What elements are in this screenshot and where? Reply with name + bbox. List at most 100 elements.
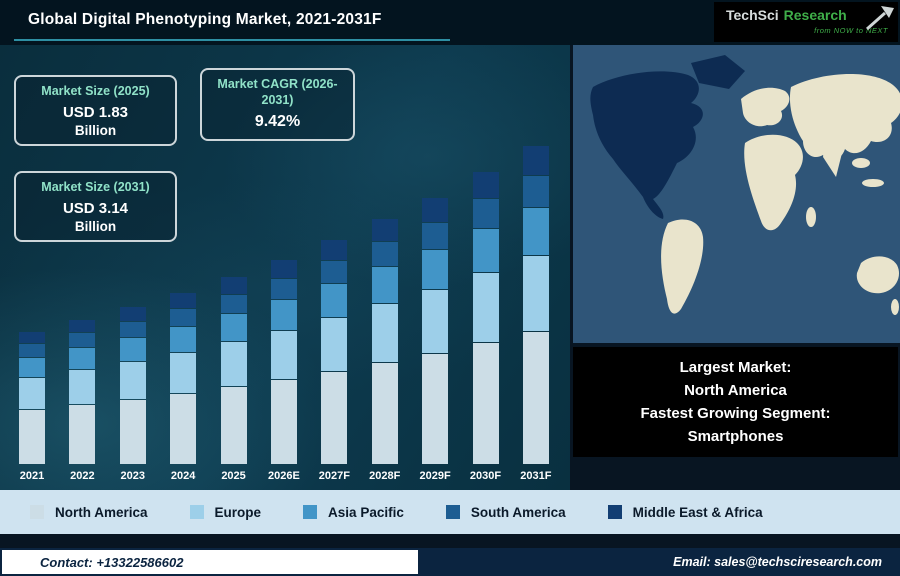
bar-segment — [270, 300, 297, 330]
bar-column: 2024 — [159, 293, 207, 482]
bar-segment — [170, 293, 197, 308]
bar-segment — [119, 307, 146, 321]
bar-segment — [220, 387, 247, 464]
info-box-market-size-2031: Market Size (2031) USD 3.14 Billion — [14, 171, 177, 242]
bar-column: 2021 — [8, 332, 56, 482]
bar-column: 2025 — [210, 277, 258, 482]
legend-swatch — [303, 505, 318, 519]
bar-segment — [371, 363, 398, 464]
bar-segment — [220, 277, 247, 294]
region-india — [823, 145, 843, 177]
x-axis-label: 2030F — [469, 470, 502, 482]
info-box-title: Market CAGR (2026-2031) — [217, 77, 338, 107]
legend-item: Europe — [189, 504, 262, 520]
region-south-america — [661, 219, 704, 314]
bar-stack — [270, 260, 297, 464]
bar-segment — [19, 332, 45, 343]
bar-column: 2030F — [462, 172, 510, 482]
bar-segment — [321, 261, 348, 283]
arrow-icon — [866, 6, 894, 31]
bar-stack — [371, 219, 398, 464]
x-axis-label: 2025 — [221, 470, 246, 482]
bar-segment — [270, 380, 297, 464]
legend-label: Europe — [214, 504, 262, 520]
bar-stack — [19, 332, 45, 464]
footer-bar: Contact: +13322586602 Email: sales@techs… — [0, 548, 900, 576]
bar-segment — [69, 370, 96, 404]
world-map — [573, 45, 900, 343]
bar-segment — [69, 320, 96, 332]
bar-segment — [522, 176, 549, 207]
bar-segment — [170, 309, 197, 326]
info-box-unit: Billion — [74, 218, 117, 234]
bar-segment — [472, 172, 499, 198]
bar-column: 2022 — [58, 320, 106, 482]
bar-segment — [220, 314, 247, 341]
bar-segment — [422, 250, 449, 289]
x-axis-label: 2028F — [369, 470, 401, 482]
info-box-title: Market Size (2031) — [41, 180, 150, 194]
legend-label: Asia Pacific — [328, 504, 404, 520]
map-caption: Largest Market: North America Fastest Gr… — [573, 347, 898, 457]
region-north-america — [590, 71, 703, 219]
x-axis-label: 2024 — [170, 470, 196, 482]
bar-segment — [19, 410, 45, 464]
chart-panel: Market Size (2025) USD 1.83 Billion Mark… — [0, 45, 570, 490]
region-asia — [790, 73, 900, 161]
region-africa — [744, 134, 803, 231]
footer-contact: Contact: +13322586602 — [0, 548, 420, 576]
bar-segment — [119, 400, 146, 464]
region-greenland — [691, 55, 745, 89]
x-axis-label: 2031F — [520, 470, 552, 482]
bar-segment — [321, 318, 348, 371]
bar-segment — [170, 394, 197, 464]
bar-stack — [422, 198, 449, 464]
bar-segment — [19, 378, 45, 409]
region-indonesia — [862, 179, 884, 187]
bar-segment — [321, 372, 348, 464]
region-europe — [741, 87, 790, 127]
legend-label: South America — [470, 504, 566, 520]
bar-column: 2026E — [260, 260, 308, 482]
legend-item: Asia Pacific — [303, 505, 404, 520]
region-southeast-asia — [852, 158, 870, 168]
logo-brand-primary: TechSci — [726, 7, 779, 23]
bar-column: 2028F — [361, 219, 409, 482]
bar-stack — [472, 172, 499, 464]
bar-segment — [472, 273, 499, 342]
bar-segment — [422, 223, 449, 249]
bar-segment — [19, 344, 45, 357]
info-box-title: Market Size (2025) — [41, 84, 150, 98]
bar-segment — [119, 362, 146, 399]
bar-segment — [371, 304, 398, 362]
x-axis-label: 2026E — [268, 470, 300, 482]
legend-swatch — [30, 505, 44, 519]
info-box-value: USD 1.83 — [62, 103, 129, 121]
caption-fastest-segment-label: Fastest Growing Segment: — [640, 405, 831, 422]
bar-segment — [422, 290, 449, 353]
bar-segment — [220, 342, 247, 386]
page-title: Global Digital Phenotyping Market, 2021-… — [28, 11, 382, 28]
bar-segment — [69, 405, 96, 464]
info-box-unit: Billion — [74, 122, 117, 138]
bar-stack — [321, 240, 348, 464]
techsci-logo: TechSci Research from NOW to NEXT — [714, 2, 898, 42]
footer-email: Email: sales@techsciresearch.com — [673, 555, 882, 569]
bar-segment — [69, 333, 96, 347]
logo-tagline: from NOW to NEXT — [814, 26, 888, 35]
bar-segment — [472, 229, 499, 272]
x-axis-label: 2029F — [419, 470, 451, 482]
legend-item: South America — [445, 504, 566, 520]
legend-item: North America — [30, 505, 148, 520]
region-madagascar — [806, 207, 816, 227]
bar-segment — [170, 327, 197, 352]
bar-stack — [522, 146, 549, 464]
bar-segment — [371, 267, 398, 303]
bar-stack — [220, 277, 247, 464]
bar-segment — [270, 279, 297, 299]
bar-column: 2027F — [310, 240, 358, 482]
bar-chart: 2021 2022 2023 2024 2025 2026E 2027F 2028F 2029F… — [8, 146, 560, 482]
logo-brand-secondary: Research — [783, 7, 847, 23]
x-axis-label: 2022 — [70, 470, 95, 482]
region-new-zealand — [891, 299, 899, 315]
